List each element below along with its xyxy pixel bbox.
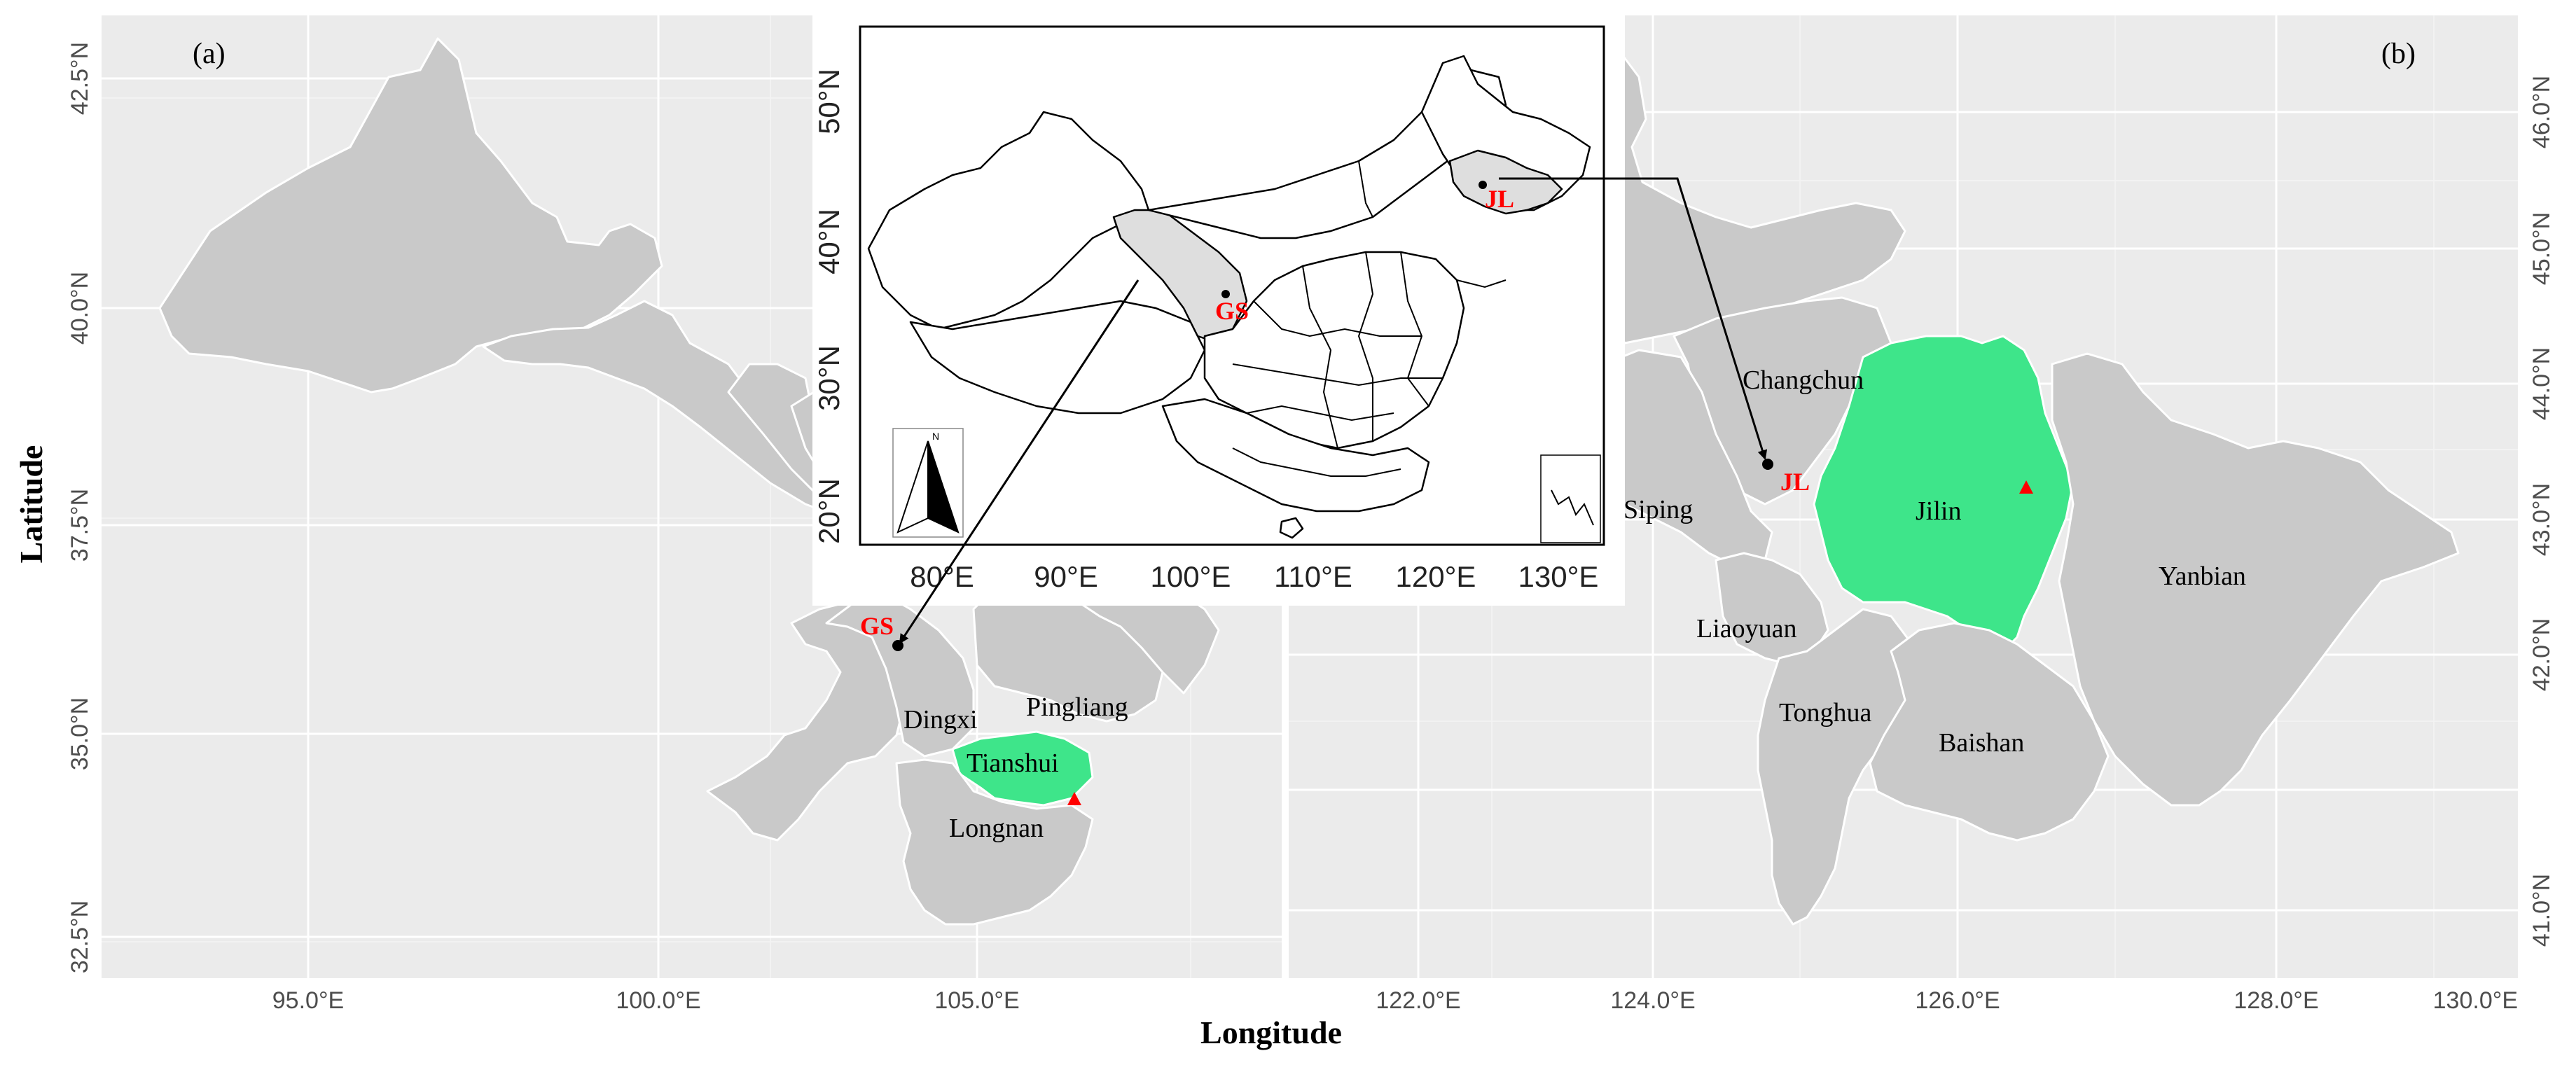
tianshui-label: Tianshui — [967, 749, 1059, 778]
jiuquan-region — [158, 37, 663, 394]
panel-b-xtick: 122.0°E — [1376, 987, 1460, 1014]
china-map — [867, 55, 1601, 543]
panel-a-xtick: 100.0°E — [616, 987, 700, 1014]
inset-ytick: 30°N — [812, 345, 845, 411]
inset-ytick: 50°N — [812, 69, 845, 134]
panel-b-red-triangle-marker — [2019, 480, 2033, 494]
siping-label: Siping — [1623, 495, 1693, 524]
tonghua-region — [1757, 608, 1920, 926]
panel-a-label: (a) — [193, 38, 226, 70]
jl-marker-label: JL — [1780, 468, 1810, 496]
jl-connector-arrow — [1499, 177, 1768, 460]
inset-gs-label: GS — [1215, 297, 1249, 325]
panel-b-xtick: 130.0°E — [2433, 987, 2518, 1014]
inset-xtick: 100°E — [1151, 560, 1231, 593]
north-arrow-label: N — [932, 431, 939, 442]
panel-a-ytick: 40.0°N — [67, 272, 93, 344]
yanbian-region — [2051, 352, 2460, 807]
panel-a-ytick: 32.5°N — [67, 900, 93, 973]
inset-xtick: 120°E — [1396, 560, 1476, 593]
panel-b-y-ticks: 46.0°N 45.0°N 44.0°N 43.0°N 42.0°N 41.0°… — [2528, 76, 2555, 947]
panel-b: Changchun Siping Jilin Yanbian Liaoyuan … — [1289, 14, 2555, 1014]
jl-capital-dot — [1762, 459, 1773, 470]
panel-a-ytick: 35.0°N — [67, 697, 93, 770]
panel-b-ytick: 46.0°N — [2528, 76, 2555, 148]
panel-b-ytick: 41.0°N — [2528, 874, 2555, 947]
panel-b-x-ticks: 122.0°E 124.0°E 126.0°E 128.0°E 130.0°E — [1376, 987, 2518, 1014]
panel-b-xtick: 126.0°E — [1915, 987, 2000, 1014]
yanbian-label: Yanbian — [2159, 562, 2246, 591]
panel-b-xtick: 128.0°E — [2234, 987, 2318, 1014]
inset-jl-dot — [1479, 181, 1487, 189]
inset-gs-dot — [1221, 290, 1230, 298]
inset-ytick: 20°N — [812, 478, 845, 544]
china-tibet-region — [909, 300, 1206, 415]
jilin-province-map — [1602, 14, 2460, 926]
panel-b-xtick: 124.0°E — [1610, 987, 1695, 1014]
china-hainan — [1279, 517, 1304, 539]
inset-jl-label: JL — [1485, 185, 1514, 213]
baishan-region — [1869, 622, 2110, 842]
y-axis-title: Latitude — [13, 445, 49, 564]
baishan-label: Baishan — [1939, 728, 2024, 758]
inset-xtick: 110°E — [1274, 560, 1352, 593]
panel-a-y-ticks: 42.5°N 40.0°N 37.5°N 35.0°N 32.5°N — [67, 42, 93, 973]
panel-a-xtick: 105.0°E — [934, 987, 1019, 1014]
x-axis-title: Longitude — [1200, 1015, 1342, 1050]
inset-xtick: 130°E — [1518, 560, 1599, 593]
panel-a-ytick: 42.5°N — [67, 42, 93, 115]
tianshui-region — [951, 730, 1094, 807]
pingliang-label: Pingliang — [1026, 692, 1128, 722]
china-west-region — [867, 111, 1150, 330]
dingxi-label: Dingxi — [903, 705, 978, 735]
inset-ytick: 40°N — [812, 209, 845, 274]
china-jilin-highlight — [1448, 149, 1563, 215]
panel-b-ytick: 44.0°N — [2528, 347, 2555, 420]
inset-x-ticks: 80°E 90°E 100°E 110°E 120°E 130°E — [910, 560, 1598, 593]
tonghua-label: Tonghua — [1779, 698, 1872, 728]
panel-b-label: (b) — [2381, 38, 2416, 70]
gs-connector-arrow — [899, 279, 1140, 644]
baicheng-songyuan-region — [1602, 14, 1906, 344]
china-inset: GS JL N 50°N 40°N 30°N 20°N 80°E 90°E 10… — [812, 0, 1625, 606]
panel-a-red-triangle-marker — [1067, 792, 1081, 805]
jilin-label: Jilin — [1916, 496, 1961, 526]
liaoyuan-label: Liaoyuan — [1696, 614, 1797, 643]
longnan-label: Longnan — [949, 814, 1044, 843]
china-province-lines — [1232, 160, 1507, 477]
changchun-label: Changchun — [1743, 366, 1864, 395]
inset-xtick: 80°E — [910, 560, 974, 593]
south-china-sea-islands — [1551, 489, 1594, 526]
panel-a-x-ticks: 95.0°E 100.0°E 105.0°E — [272, 987, 1020, 1014]
longnan-region — [895, 758, 1094, 926]
north-arrow: N — [892, 428, 964, 538]
inset-xtick: 90°E — [1034, 560, 1098, 593]
south-china-sea-box — [1540, 454, 1601, 543]
panel-b-ytick: 43.0°N — [2528, 483, 2555, 556]
panel-b-ytick: 45.0°N — [2528, 212, 2555, 285]
china-south-region — [1161, 398, 1430, 513]
panel-a-ytick: 37.5°N — [67, 489, 93, 562]
china-mongolia-region — [1147, 69, 1507, 239]
panel-b-ytick: 42.0°N — [2528, 618, 2555, 691]
inset-y-ticks: 50°N 40°N 30°N 20°N — [812, 69, 845, 544]
gs-marker-label: GS — [860, 612, 894, 640]
panel-a-xtick: 95.0°E — [272, 987, 344, 1014]
